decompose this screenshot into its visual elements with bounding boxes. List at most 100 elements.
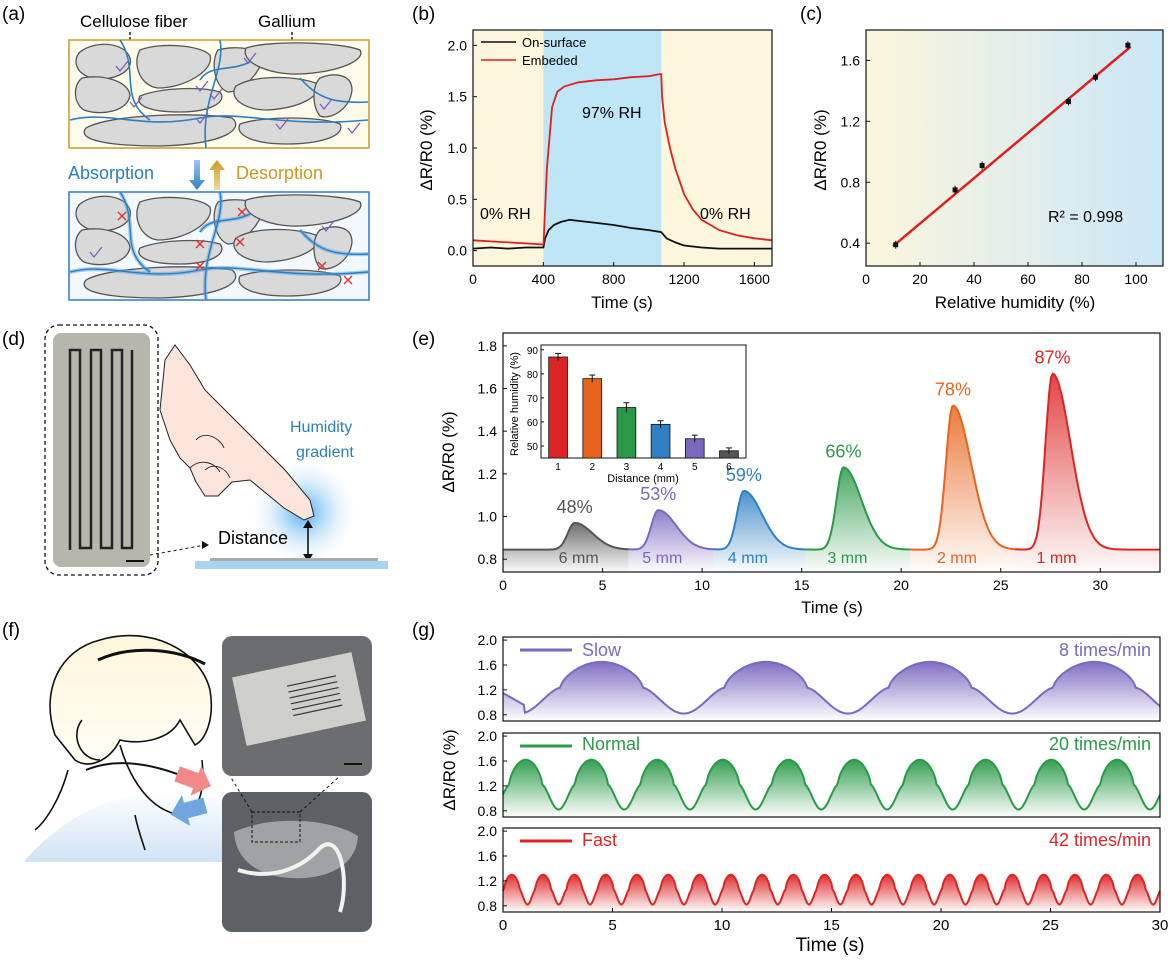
x-tick-label: 0	[499, 917, 507, 934]
y-tick-label: 1.6	[841, 52, 861, 68]
y-tick-label: 2.0	[478, 823, 498, 839]
inset-y-tick-label: 70	[527, 394, 539, 405]
legend-label-embeded: Embeded	[522, 53, 578, 68]
desorption-arrow-icon	[209, 160, 225, 190]
peak-percent-label: 78%	[935, 380, 971, 400]
y-tick-label: 0.0	[448, 243, 468, 259]
inset-ylabel: Relative humidity (%)	[509, 352, 521, 456]
legend-label-on-surface: On-surface	[522, 35, 586, 50]
inset-x-tick-label: 6	[726, 462, 732, 473]
head-hair	[49, 634, 213, 765]
peak-line-4	[910, 404, 1015, 551]
x-tick-label: 15	[823, 917, 840, 934]
x-tick-label: 0	[862, 271, 870, 287]
x-tick-label: 800	[602, 271, 626, 287]
chart-g-rate-normal: 20 times/min	[1049, 734, 1151, 754]
panel-label-d: (d)	[2, 329, 25, 350]
panel-a-schematic: Cellulose fiber Gallium	[68, 12, 370, 301]
chart-g-rate-slow: 8 times/min	[1059, 640, 1151, 660]
data-point	[1066, 99, 1071, 105]
panel-label-b: (b)	[412, 4, 435, 25]
panel-label-g: (g)	[412, 620, 435, 641]
x-tick-label: 30	[1152, 917, 1169, 934]
x-tick-label: 20	[893, 577, 909, 593]
breath-frame-Slow	[502, 636, 1161, 722]
chart-g-label-slow: Slow	[582, 640, 622, 660]
peak-line-2	[712, 489, 806, 551]
x-tick-label: 10	[694, 577, 710, 593]
gradient-label: gradient	[296, 444, 354, 461]
y-tick-label: 0.8	[478, 803, 498, 819]
sensor-closeup-paper	[232, 652, 366, 746]
x-tick-label: 20	[933, 917, 950, 934]
inset-bar	[650, 423, 671, 459]
chart-e-ylabel: ΔR/R0 (%)	[439, 411, 458, 492]
chart-e-frame	[502, 332, 1161, 573]
distance-label: Distance	[218, 528, 288, 548]
y-tick-label: 0.8	[478, 707, 498, 723]
peak-line-1	[628, 509, 714, 551]
neck	[34, 769, 146, 851]
fibers-bottom-core	[69, 191, 369, 301]
inset-xlabel: Distance (mm)	[607, 473, 679, 485]
peak-percent-label: 66%	[825, 441, 861, 461]
inhale-arrow-icon	[170, 795, 208, 826]
x-tick-label: 10	[714, 917, 731, 934]
chart-c-frame	[865, 29, 1164, 267]
data-point	[1093, 74, 1098, 80]
x-tick-label: 0	[499, 577, 507, 593]
x-tick-label: 100	[1124, 271, 1148, 287]
x-tick-label: 1200	[668, 271, 699, 287]
chart-g-rate-fast: 42 times/min	[1049, 830, 1151, 850]
chart-b-annot-1: 97% RH	[582, 105, 642, 122]
inset-x-tick-label: 4	[658, 462, 664, 473]
bond-ticks-top	[115, 52, 361, 135]
photo-zoom-box	[251, 811, 301, 843]
chart-b-ylabel: ΔR/R0 (%)	[417, 109, 436, 190]
x-tick-label: 5	[599, 577, 607, 593]
chart-c-xlabel: Relative humidity (%)	[935, 293, 1096, 312]
gallium-label: Gallium	[258, 12, 316, 31]
x-tick-label: 25	[1042, 917, 1059, 934]
y-tick-label: 1.2	[478, 778, 498, 794]
sensor-photo-frame	[44, 324, 159, 576]
y-tick-label: 1.0	[478, 509, 498, 525]
x-tick-label: 60	[1020, 271, 1036, 287]
inset-bar	[582, 378, 603, 459]
chart-b-xlabel: Time (s)	[591, 293, 653, 312]
absorption-arrow-icon	[189, 160, 205, 190]
data-point	[979, 163, 985, 169]
bond-ticks-bottom	[89, 220, 335, 259]
chart-g-label-fast: Fast	[582, 830, 617, 850]
data-point	[952, 187, 958, 193]
x-tick-label: 30	[1092, 577, 1108, 593]
chart-b-annot-2: 0% RH	[700, 206, 751, 223]
finger-knuckles	[189, 435, 231, 479]
x-tick-label: 15	[794, 577, 810, 593]
peak-area-3	[805, 467, 911, 572]
desorption-label: Desorption	[236, 163, 323, 183]
peak-percent-label: 87%	[1034, 348, 1070, 368]
chart-g-ylabel: ΔR/R0 (%)	[440, 729, 459, 810]
peak-distance-label: 5 mm	[642, 550, 682, 567]
data-point	[893, 242, 899, 248]
serpentine-trace	[68, 348, 134, 550]
breath-area-Normal	[503, 759, 1160, 817]
face-shield-frame	[237, 842, 346, 913]
chart-b-legend: On-surface Embeded	[481, 35, 586, 68]
chart-g-label-normal: Normal	[582, 734, 640, 754]
x-tick-label: 20	[912, 271, 928, 287]
face-shield-strap	[85, 762, 181, 776]
y-tick-label: 1.5	[448, 89, 468, 105]
peak-line-3	[805, 466, 911, 551]
chart-c: 0 20 40 60 80 100 0.4 0.8 1.2 1.6 R² = 0.998 Rela…	[811, 29, 1164, 312]
photo-zoom-head	[202, 541, 209, 549]
chart-g: 0.8 1.2 1.6 2.0 0.8 1.2 1.6 2.0 0.8 1.2 1.6 2.0 0 5 1…	[440, 632, 1168, 956]
series-line-0	[472, 218, 772, 250]
y-tick-label: 1.2	[478, 873, 498, 889]
face-shield	[234, 820, 358, 879]
cellulose-label: Cellulose fiber	[80, 12, 188, 31]
y-tick-label: 0.4	[841, 235, 861, 251]
peak-line-0	[503, 521, 629, 551]
